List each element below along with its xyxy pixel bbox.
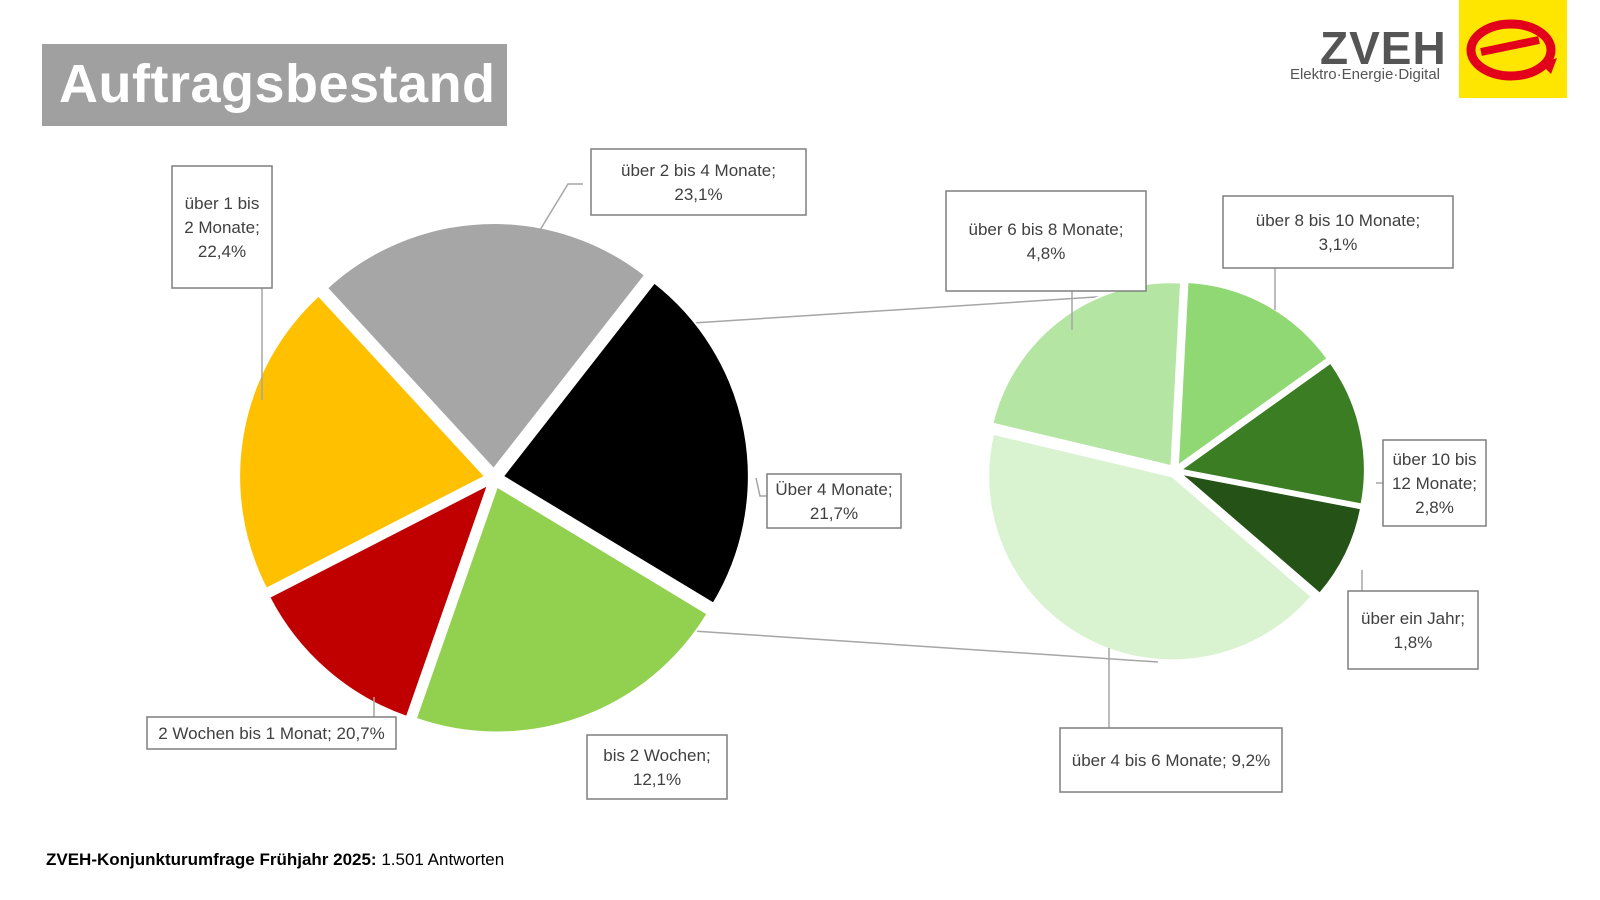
secondary-slice-über-10-bis-12-monate bbox=[1178, 361, 1366, 506]
label-text: 21,7% bbox=[810, 504, 858, 523]
leader-line-über-2-bis-4-monate bbox=[539, 183, 583, 231]
leader-lines bbox=[261, 183, 1383, 728]
label-text: über ein Jahr; bbox=[1361, 609, 1465, 628]
main-slice-über-4-monate bbox=[414, 484, 709, 734]
label-box bbox=[1382, 439, 1487, 527]
footer-value: 1.501 Antworten bbox=[381, 850, 505, 869]
logo-wordmark: ZVEH bbox=[1320, 22, 1447, 74]
secondary-label-über-8-bis-10-monate: über 8 bis 10 Monate; 3,1% bbox=[1222, 195, 1454, 269]
secondary-slice-über-6-bis-8-monate bbox=[991, 281, 1183, 468]
main-slice-2-wochen-bis-1-monat bbox=[238, 294, 487, 591]
secondary-slice-über-ein-jahr bbox=[1176, 471, 1363, 596]
main-pie bbox=[238, 222, 750, 734]
label-box bbox=[945, 190, 1147, 292]
page-title: Auftragsbestand bbox=[59, 54, 496, 114]
secondary-label-über-6-bis-8-monate: über 6 bis 8 Monate; 4,8% bbox=[945, 190, 1147, 292]
label-box bbox=[1347, 590, 1479, 670]
logo-tagline: Elektro·Energie·Digital bbox=[1289, 66, 1440, 83]
page-title-box: Auftragsbestand bbox=[42, 44, 507, 126]
label-box bbox=[586, 734, 728, 800]
footer: ZVEH-Konjunkturumfrage Frühjahr 2025: 1.… bbox=[46, 850, 504, 870]
label-text: 3,1% bbox=[1319, 235, 1358, 254]
label-text: 22,4% bbox=[198, 242, 246, 261]
label-text: 2,8% bbox=[1415, 498, 1454, 517]
connector-line-bottom bbox=[692, 630, 1159, 663]
secondary-label-über-4-bis-6-monate: über 4 bis 6 Monate; 9,2% bbox=[1059, 727, 1283, 793]
zveh-e-logo-icon bbox=[1459, 0, 1567, 98]
footer-label: ZVEH-Konjunkturumfrage Frühjahr 2025: bbox=[46, 850, 377, 869]
secondary-label-über-ein-jahr: über ein Jahr; 1,8% bbox=[1347, 590, 1479, 670]
label-box bbox=[1059, 727, 1283, 793]
connector-lines bbox=[692, 292, 1159, 663]
label-text: über 4 bis 6 Monate; 9,2% bbox=[1072, 751, 1270, 770]
main-label-bis-2-wochen: bis 2 Wochen; 12,1% bbox=[586, 734, 728, 800]
secondary-slice-über-8-bis-10-monate bbox=[1176, 280, 1329, 468]
label-text: 2 Wochen bis 1 Monat; 20,7% bbox=[158, 724, 385, 743]
secondary-pie bbox=[987, 280, 1366, 662]
label-text: über 8 bis 10 Monate; bbox=[1256, 211, 1420, 230]
label-text: 12,1% bbox=[633, 770, 681, 789]
label-text: 2 Monate; bbox=[184, 218, 260, 237]
label-text: 1,8% bbox=[1394, 633, 1433, 652]
label-text: über 1 bis bbox=[185, 194, 260, 213]
label-box bbox=[146, 716, 397, 750]
main-label-über-4-monate: Über 4 Monate; 21,7% bbox=[766, 473, 902, 529]
secondary-label-über-10-bis-12-monate: über 10 bis 12 Monate; 2,8% bbox=[1382, 439, 1487, 527]
data-labels: über 2 bis 4 Monate; 23,1% Über 4 Monate; 2… bbox=[146, 148, 1487, 800]
label-text: 4,8% bbox=[1027, 244, 1066, 263]
secondary-slice-über-4-bis-6-monate bbox=[987, 432, 1314, 662]
main-label-über-2-bis-4-monate: über 2 bis 4 Monate; 23,1% bbox=[590, 148, 807, 216]
label-text: Über 4 Monate; bbox=[775, 480, 892, 499]
label-box bbox=[171, 165, 273, 289]
label-box bbox=[1222, 195, 1454, 269]
connector-line-top bbox=[692, 292, 1159, 324]
main-label-2-wochen-bis-1-monat: 2 Wochen bis 1 Monat; 20,7% bbox=[146, 716, 397, 750]
label-text: über 10 bis bbox=[1392, 450, 1476, 469]
label-text: über 6 bis 8 Monate; bbox=[969, 220, 1124, 239]
main-slice-über-1-bis-2-monate bbox=[325, 222, 647, 471]
label-text: über 2 bis 4 Monate; bbox=[621, 161, 776, 180]
main-slice-über-2-bis-4-monate bbox=[501, 281, 750, 606]
label-box bbox=[590, 148, 807, 216]
label-text: bis 2 Wochen; bbox=[603, 746, 710, 765]
main-label-über-1-bis-2-monate: über 1 bis 2 Monate; 22,4% bbox=[171, 165, 273, 289]
leader-line-über-4-monate bbox=[755, 477, 767, 497]
label-text: 23,1% bbox=[674, 185, 722, 204]
main-slice-bis-2-wochen bbox=[267, 482, 490, 719]
label-text: 12 Monate; bbox=[1392, 474, 1477, 493]
label-box bbox=[766, 473, 902, 529]
